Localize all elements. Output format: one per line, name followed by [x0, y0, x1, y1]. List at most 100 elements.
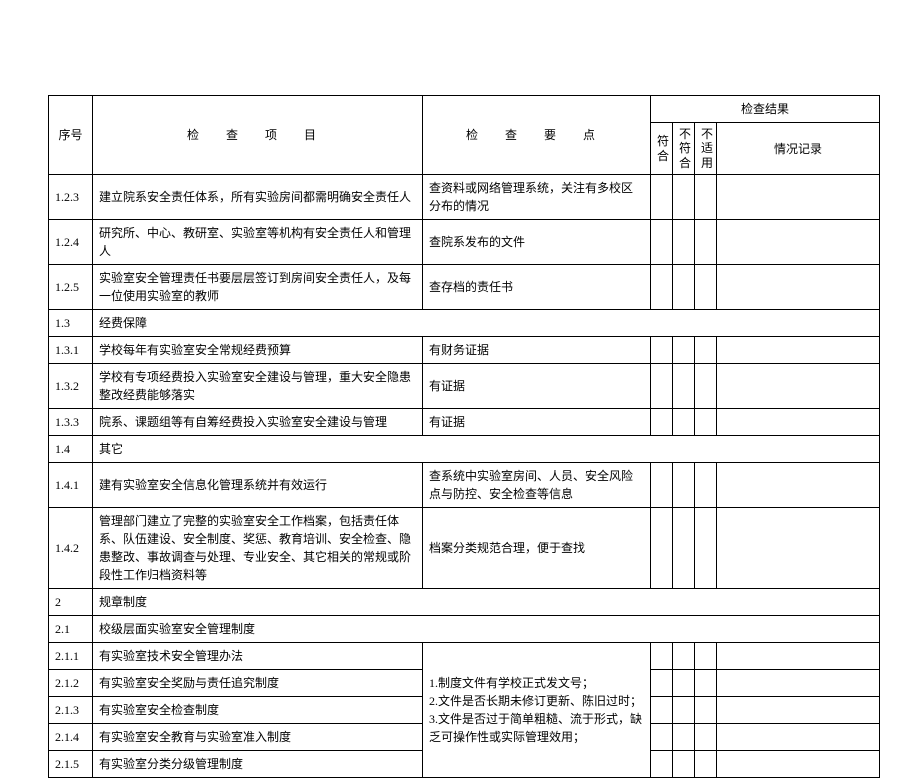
cell-conform — [651, 697, 673, 724]
header-point: 检 查 要 点 — [423, 96, 651, 175]
table-row: 1.4.1 建有实验室安全信息化管理系统并有效运行 查系统中实验室房间、人员、安… — [49, 463, 880, 508]
cell-not-apply — [695, 643, 717, 670]
cell-not-apply — [695, 409, 717, 436]
cell-num: 1.4.1 — [49, 463, 93, 508]
cell-not-conform — [673, 175, 695, 220]
cell-num: 1.2.4 — [49, 220, 93, 265]
cell-conform — [651, 508, 673, 589]
cell-record — [717, 337, 880, 364]
cell-conform — [651, 337, 673, 364]
cell-item: 管理部门建立了完整的实验室安全工作档案，包括责任体系、队伍建设、安全制度、奖惩、… — [93, 508, 423, 589]
cell-item: 有实验室技术安全管理办法 — [93, 643, 423, 670]
cell-item: 研究所、中心、教研室、实验室等机构有安全责任人和管理人 — [93, 220, 423, 265]
cell-item: 有实验室安全奖励与责任追究制度 — [93, 670, 423, 697]
cell-record — [717, 220, 880, 265]
cell-record — [717, 265, 880, 310]
cell-record — [717, 463, 880, 508]
section-row: 1.4 其它 — [49, 436, 880, 463]
header-not-conform: 不符合 — [673, 123, 695, 175]
cell-num: 2.1.2 — [49, 670, 93, 697]
cell-num: 2.1.4 — [49, 724, 93, 751]
cell-item: 建有实验室安全信息化管理系统并有效运行 — [93, 463, 423, 508]
section-row: 1.3 经费保障 — [49, 310, 880, 337]
cell-num: 1.4.2 — [49, 508, 93, 589]
inspection-table: 序号 检 查 项 目 检 查 要 点 检查结果 符合 不符合 不适用 情况记录 … — [48, 95, 880, 778]
cell-num: 1.3 — [49, 310, 93, 337]
section-row: 2 规章制度 — [49, 589, 880, 616]
cell-not-apply — [695, 670, 717, 697]
cell-item: 学校有专项经费投入实验室安全建设与管理，重大安全隐患整改经费能够落实 — [93, 364, 423, 409]
cell-shared-point: 1.制度文件有学校正式发文号； 2.文件是否长期未修订更新、陈旧过时； 3.文件… — [423, 643, 651, 778]
cell-record — [717, 175, 880, 220]
cell-num: 1.3.3 — [49, 409, 93, 436]
cell-point: 有证据 — [423, 364, 651, 409]
cell-num: 2.1.1 — [49, 643, 93, 670]
cell-not-conform — [673, 697, 695, 724]
cell-item: 院系、课题组等有自筹经费投入实验室安全建设与管理 — [93, 409, 423, 436]
cell-point: 查院系发布的文件 — [423, 220, 651, 265]
cell-not-conform — [673, 724, 695, 751]
table-row: 1.2.5 实验室安全管理责任书要层层签订到房间安全责任人，及每一位使用实验室的… — [49, 265, 880, 310]
cell-num: 1.4 — [49, 436, 93, 463]
cell-num: 1.2.5 — [49, 265, 93, 310]
cell-conform — [651, 265, 673, 310]
cell-not-conform — [673, 337, 695, 364]
cell-record — [717, 670, 880, 697]
header-not-apply: 不适用 — [695, 123, 717, 175]
cell-record — [717, 508, 880, 589]
cell-not-apply — [695, 463, 717, 508]
cell-not-apply — [695, 220, 717, 265]
table-row: 2.1.1 有实验室技术安全管理办法 1.制度文件有学校正式发文号； 2.文件是… — [49, 643, 880, 670]
cell-point: 档案分类规范合理，便于查找 — [423, 508, 651, 589]
cell-conform — [651, 643, 673, 670]
section-row: 2.1 校级层面实验室安全管理制度 — [49, 616, 880, 643]
cell-section: 校级层面实验室安全管理制度 — [93, 616, 880, 643]
cell-not-conform — [673, 409, 695, 436]
table-row: 1.3.1 学校每年有实验室安全常规经费预算 有财务证据 — [49, 337, 880, 364]
cell-not-conform — [673, 463, 695, 508]
cell-num: 1.2.3 — [49, 175, 93, 220]
cell-section: 规章制度 — [93, 589, 880, 616]
cell-not-apply — [695, 724, 717, 751]
cell-item: 实验室安全管理责任书要层层签订到房间安全责任人，及每一位使用实验室的教师 — [93, 265, 423, 310]
cell-num: 2.1.5 — [49, 751, 93, 778]
cell-section: 其它 — [93, 436, 880, 463]
table-row: 1.2.3 建立院系安全责任体系，所有实验房间都需明确安全责任人 查资料或网络管… — [49, 175, 880, 220]
cell-not-apply — [695, 364, 717, 409]
cell-record — [717, 751, 880, 778]
table-row: 1.3.3 院系、课题组等有自筹经费投入实验室安全建设与管理 有证据 — [49, 409, 880, 436]
header-result: 检查结果 — [651, 96, 880, 123]
header-row-1: 序号 检 查 项 目 检 查 要 点 检查结果 — [49, 96, 880, 123]
cell-num: 2.1 — [49, 616, 93, 643]
cell-not-conform — [673, 670, 695, 697]
cell-record — [717, 364, 880, 409]
cell-point: 查存档的责任书 — [423, 265, 651, 310]
table-row: 1.2.4 研究所、中心、教研室、实验室等机构有安全责任人和管理人 查院系发布的… — [49, 220, 880, 265]
cell-point: 查资料或网络管理系统，关注有多校区分布的情况 — [423, 175, 651, 220]
cell-item: 学校每年有实验室安全常规经费预算 — [93, 337, 423, 364]
cell-section: 经费保障 — [93, 310, 880, 337]
cell-not-apply — [695, 265, 717, 310]
cell-conform — [651, 724, 673, 751]
header-num: 序号 — [49, 96, 93, 175]
cell-record — [717, 724, 880, 751]
cell-num: 2 — [49, 589, 93, 616]
cell-num: 2.1.3 — [49, 697, 93, 724]
cell-item: 有实验室安全教育与实验室准入制度 — [93, 724, 423, 751]
header-item: 检 查 项 目 — [93, 96, 423, 175]
header-conform: 符合 — [651, 123, 673, 175]
header-record: 情况记录 — [717, 123, 880, 175]
cell-record — [717, 697, 880, 724]
cell-not-conform — [673, 265, 695, 310]
cell-not-apply — [695, 697, 717, 724]
table-row: 1.3.2 学校有专项经费投入实验室安全建设与管理，重大安全隐患整改经费能够落实… — [49, 364, 880, 409]
cell-conform — [651, 364, 673, 409]
cell-conform — [651, 751, 673, 778]
cell-not-apply — [695, 751, 717, 778]
cell-record — [717, 643, 880, 670]
cell-not-conform — [673, 751, 695, 778]
cell-not-apply — [695, 508, 717, 589]
cell-not-apply — [695, 337, 717, 364]
cell-item: 有实验室分类分级管理制度 — [93, 751, 423, 778]
cell-not-conform — [673, 220, 695, 265]
